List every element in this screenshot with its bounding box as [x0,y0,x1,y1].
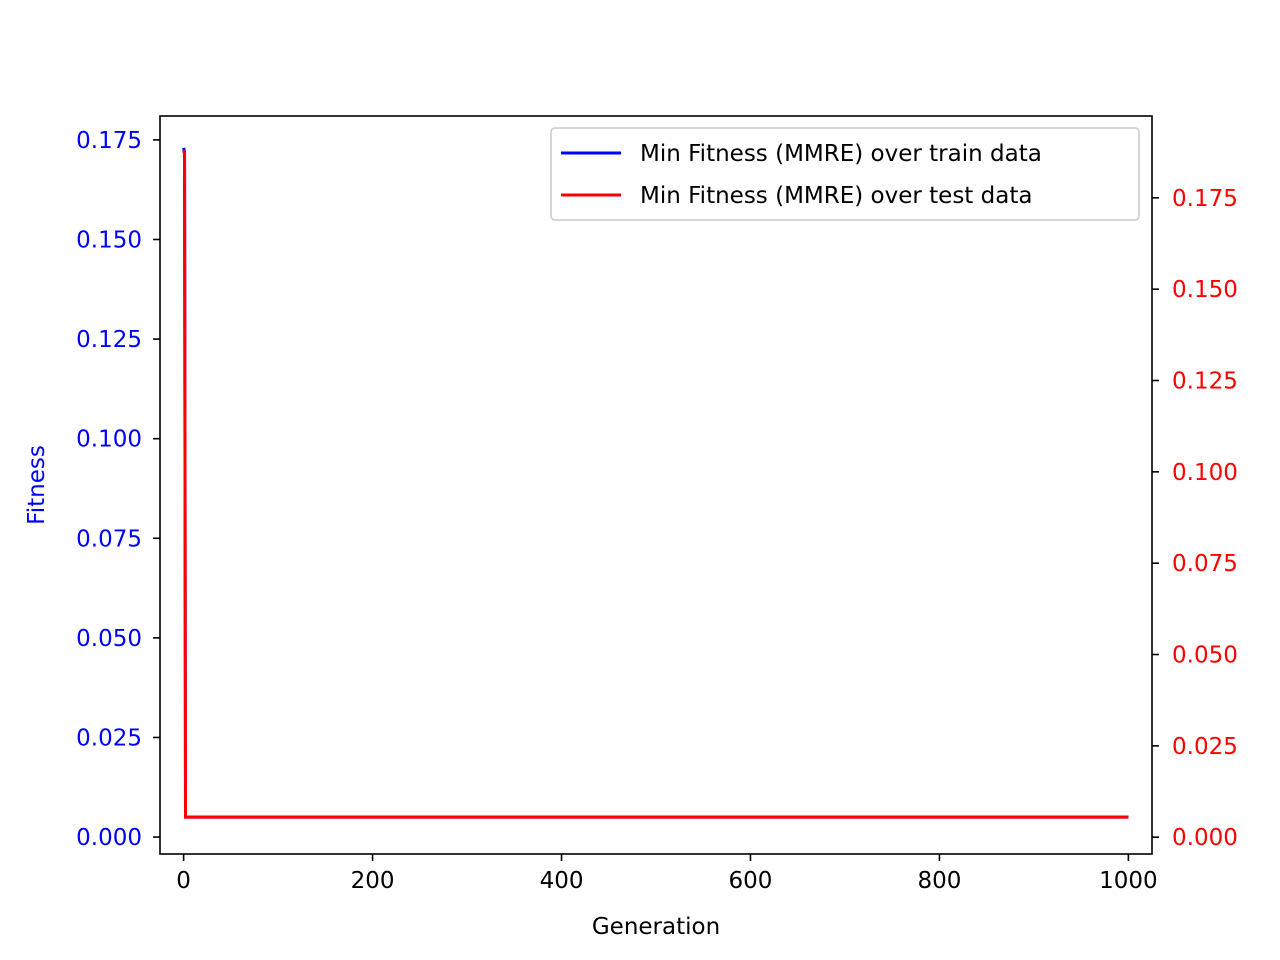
y-tick-label-left: 0.150 [76,227,142,253]
x-tick-label: 400 [540,868,584,894]
axes: 0 200 400 600 800 1000 0.000 0.025 0.050 0.075 0.1… [24,115,1238,940]
x-tick-label: 0 [176,868,191,894]
x-tick-label: 1000 [1099,868,1158,894]
y-tick-label-right: 0.125 [1172,369,1238,395]
plot-frame [159,115,1153,855]
y-tick-label-left: 0.025 [76,725,142,751]
y-tick-label-right: 0.175 [1172,186,1238,212]
series-line-test [182,149,1129,819]
y-tick-label-right: 0.025 [1172,734,1238,760]
y-tick-label-right: 0.000 [1172,825,1238,851]
y-tick-label-left: 0.050 [76,626,142,652]
legend-label-test: Min Fitness (MMRE) over test data [640,183,1032,209]
y-tick-label-right: 0.050 [1172,643,1238,669]
y-tick-label-left: 0.125 [76,327,142,353]
y-tick-label-left: 0.100 [76,427,142,453]
y-axis-label: Fitness [24,445,50,525]
y-tick-label-left: 0.000 [76,825,142,851]
x-tick-label: 800 [917,868,961,894]
plot-area [182,147,1129,819]
x-axis-label: Generation [592,914,720,940]
y-tick-label-right: 0.075 [1172,551,1238,577]
y-tick-label-left: 0.075 [76,526,142,552]
y-tick-label-left: 0.175 [76,128,142,154]
legend-box [550,127,1140,221]
x-tick-label: 200 [351,868,395,894]
legend: Min Fitness (MMRE) over train data Min Fi… [550,127,1140,221]
x-tick-label: 600 [729,868,773,894]
legend-label-train: Min Fitness (MMRE) over train data [640,141,1042,167]
y-tick-label-right: 0.150 [1172,277,1238,303]
y-tick-label-right: 0.100 [1172,460,1238,486]
